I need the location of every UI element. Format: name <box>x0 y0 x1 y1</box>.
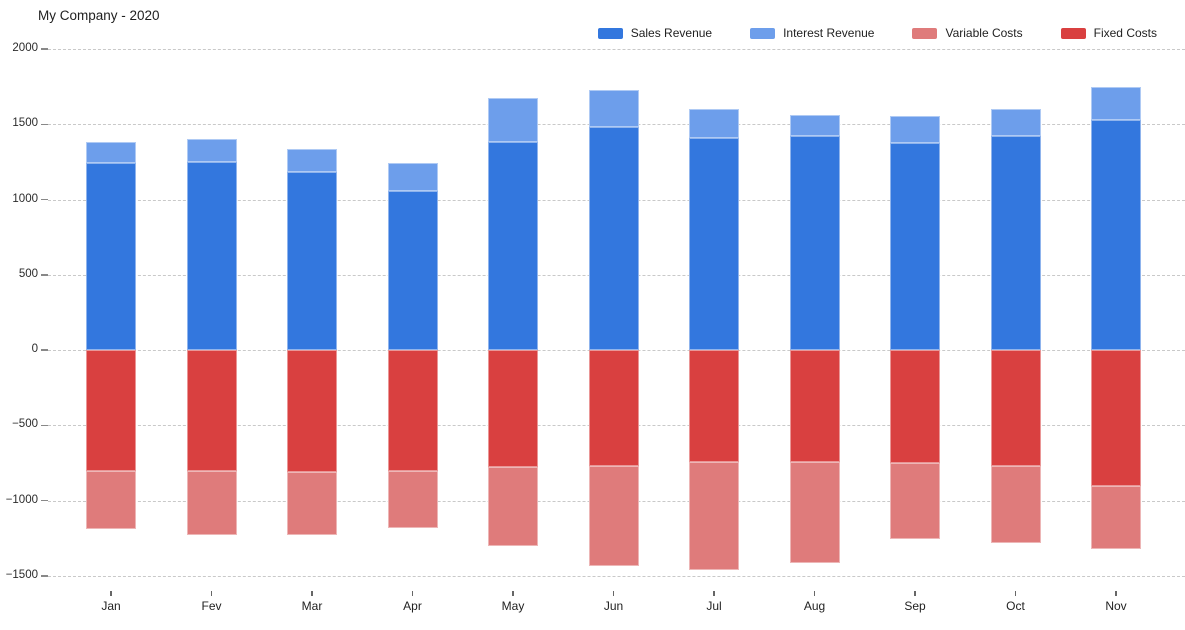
x-axis-tick-label-jun: Jun <box>603 599 624 613</box>
bar-variable-costs-apr <box>387 471 438 528</box>
y-axis-tick-label: 1000 <box>12 192 38 205</box>
bar-sales-revenue-may <box>488 141 538 351</box>
x-axis-tick <box>713 591 715 596</box>
x-axis-tick-label-apr: Apr <box>403 599 422 613</box>
legend-swatch <box>597 27 623 39</box>
legend-item-sales-revenue: Sales Revenue <box>597 26 713 40</box>
bar-fixed-costs-sep <box>890 350 940 464</box>
x-axis-tick <box>512 591 514 596</box>
bar-interest-revenue-oct <box>990 109 1041 137</box>
bar-fixed-costs-jun <box>588 350 639 467</box>
legend-label: Variable Costs <box>945 26 1023 40</box>
bar-sales-revenue-oct <box>990 136 1041 351</box>
x-axis-tick-label-jul: Jul <box>706 599 722 613</box>
bar-fixed-costs-may <box>488 350 538 467</box>
bar-interest-revenue-fev <box>186 138 237 162</box>
legend-label: Sales Revenue <box>630 26 713 40</box>
x-axis-tick-label-may: May <box>501 599 525 613</box>
bar-variable-costs-nov <box>1091 486 1141 549</box>
y-axis-tick <box>41 499 48 502</box>
bar-interest-revenue-aug <box>789 115 840 137</box>
bar-sales-revenue-aug <box>789 136 840 351</box>
bar-sales-revenue-sep <box>890 143 940 351</box>
legend-swatch <box>912 27 938 39</box>
bar-variable-costs-sep <box>890 463 940 540</box>
bar-sales-revenue-jun <box>588 126 639 351</box>
x-axis-tick <box>311 591 313 596</box>
legend-label: Fixed Costs <box>1093 26 1157 40</box>
x-axis-tick-label-nov: Nov <box>1105 599 1127 613</box>
bar-sales-revenue-nov <box>1091 119 1141 351</box>
bar-variable-costs-may <box>488 466 538 546</box>
y-axis-tick <box>41 274 48 276</box>
y-axis-tick-label: −500 <box>12 418 38 431</box>
bar-variable-costs-jul <box>689 462 739 570</box>
gridline-2000 <box>48 49 1185 50</box>
y-axis-tick-label: 2000 <box>12 42 38 54</box>
bar-fixed-costs-aug <box>789 350 840 462</box>
x-axis-tick-label-sep: Sep <box>904 599 926 613</box>
legend-swatch <box>1060 27 1086 39</box>
y-axis-tick <box>41 424 48 427</box>
bar-interest-revenue-apr <box>387 163 438 191</box>
bar-variable-costs-fev <box>186 471 237 535</box>
bar-sales-revenue-apr <box>387 190 438 351</box>
y-axis-tick-label: 500 <box>18 267 38 280</box>
bar-sales-revenue-jan <box>86 163 136 351</box>
bar-fixed-costs-mar <box>287 350 337 473</box>
x-axis-tick <box>612 591 615 596</box>
bar-fixed-costs-apr <box>387 350 438 472</box>
x-axis-tick-label-aug: Aug <box>803 599 826 613</box>
bar-interest-revenue-sep <box>890 116 940 144</box>
gridline--1500 <box>48 576 1185 577</box>
bar-fixed-costs-nov <box>1091 350 1141 487</box>
bar-fixed-costs-oct <box>990 350 1041 467</box>
bar-interest-revenue-jul <box>689 109 739 138</box>
x-axis-tick <box>110 591 112 596</box>
bar-interest-revenue-nov <box>1091 86 1141 120</box>
x-axis-tick <box>210 591 213 596</box>
chart-title: My Company - 2020 <box>38 8 160 23</box>
x-axis-tick <box>1014 591 1017 596</box>
bar-fixed-costs-jan <box>86 350 136 471</box>
bar-variable-costs-mar <box>287 472 337 536</box>
legend-label: Interest Revenue <box>783 26 875 40</box>
bar-sales-revenue-jul <box>689 137 739 351</box>
y-axis-tick <box>41 349 48 351</box>
bar-interest-revenue-jan <box>86 141 136 164</box>
bar-interest-revenue-mar <box>287 149 337 173</box>
legend-swatch <box>750 27 776 39</box>
bar-variable-costs-jun <box>588 466 639 567</box>
bar-interest-revenue-jun <box>588 89 639 127</box>
y-axis-tick-label: −1000 <box>5 493 38 506</box>
x-axis-tick <box>411 591 414 596</box>
bar-fixed-costs-fev <box>186 350 237 472</box>
y-axis-tick-label: 1500 <box>12 117 38 130</box>
legend-item-interest-revenue: Interest Revenue <box>750 26 874 40</box>
y-axis-tick-label: 0 <box>31 343 38 356</box>
y-axis-tick-label: −1500 <box>5 569 38 581</box>
bar-variable-costs-aug <box>789 461 840 564</box>
bar-sales-revenue-mar <box>287 172 337 351</box>
legend-item-fixed-costs: Fixed Costs <box>1060 26 1157 40</box>
bar-fixed-costs-jul <box>689 350 739 463</box>
x-axis-tick <box>813 591 816 596</box>
chart-legend: Sales Revenue Interest Revenue Variable Co… <box>597 26 1157 40</box>
x-axis-tick <box>914 591 916 596</box>
x-axis-tick-label-fev: Fev <box>201 599 222 613</box>
bar-variable-costs-oct <box>990 466 1041 543</box>
y-axis-tick <box>41 48 48 50</box>
x-axis-tick-label-jan: Jan <box>101 599 121 613</box>
x-axis-tick-label-mar: Mar <box>301 599 323 613</box>
x-axis-tick-label-oct: Oct <box>1006 599 1025 613</box>
x-axis-tick <box>1115 591 1117 596</box>
y-axis-tick <box>41 575 48 577</box>
y-axis-tick <box>41 198 48 201</box>
bar-sales-revenue-fev <box>186 161 237 351</box>
y-axis-tick <box>41 123 48 126</box>
bar-interest-revenue-may <box>488 97 538 142</box>
bar-variable-costs-jan <box>86 470 136 530</box>
legend-item-variable-costs: Variable Costs <box>912 26 1023 40</box>
